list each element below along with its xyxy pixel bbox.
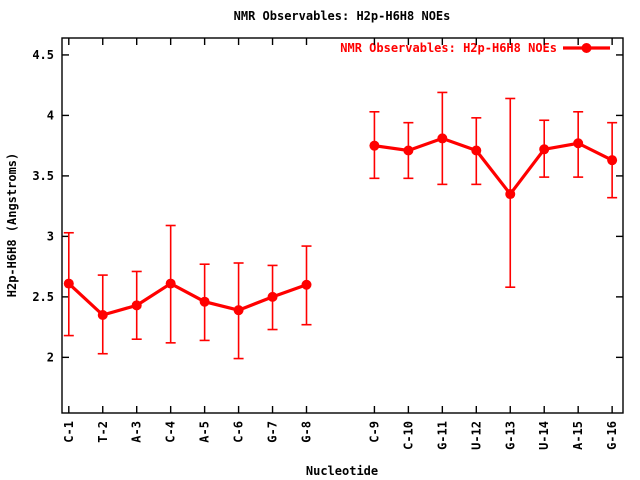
data-point — [97, 310, 108, 321]
x-tick-label: A-3 — [130, 421, 144, 443]
x-tick-label: T-2 — [96, 421, 110, 443]
series-line — [374, 136, 613, 197]
x-tick-label: C-1 — [62, 421, 76, 443]
data-point — [267, 291, 278, 302]
x-tick-label: A-15 — [571, 421, 585, 450]
x-tick-label: G-16 — [605, 421, 619, 450]
legend-label: NMR Observables: H2p-H6H8 NOEs — [340, 41, 557, 55]
plot-area: C-1 T-2 A-3 C-4 A-5 C-6 G-7 G-8 C-9 C-10 G-11 U-12 G… — [32, 37, 624, 450]
data-point — [131, 300, 142, 311]
data-point — [403, 145, 414, 156]
x-tick-label: U-14 — [537, 421, 551, 450]
data-point — [607, 155, 618, 166]
y-tick-label: 3.5 — [32, 169, 54, 183]
data-point — [539, 144, 550, 155]
chart-title: NMR Observables: H2p-H6H8 NOEs — [234, 9, 451, 23]
data-point — [199, 296, 210, 307]
x-tick-label: C-6 — [232, 421, 246, 443]
x-tick-label: G-7 — [266, 421, 280, 443]
y-tick-label: 3 — [47, 229, 54, 243]
x-tick-label: G-13 — [503, 421, 517, 450]
x-tick-label: A-5 — [198, 421, 212, 443]
y-tick-label: 4.5 — [32, 48, 54, 62]
plot-border — [61, 37, 624, 414]
x-tick-label: U-12 — [469, 421, 483, 450]
x-tick-label: G-8 — [300, 421, 314, 443]
series-line — [67, 281, 308, 317]
data-point — [471, 145, 482, 156]
y-tick-label: 2 — [47, 350, 54, 364]
legend-sample-marker — [581, 43, 592, 53]
data-point — [301, 279, 312, 290]
data-point — [437, 133, 448, 144]
x-tick-label: C-4 — [164, 421, 178, 443]
data-point — [165, 278, 176, 289]
y-tick-label: 2.5 — [32, 290, 54, 304]
x-tick-label: C-9 — [367, 421, 381, 443]
y-tick-label: 4 — [47, 108, 54, 122]
x-tick-label: G-11 — [435, 421, 449, 450]
data-point — [505, 189, 516, 200]
data-point — [63, 278, 74, 289]
y-axis-label: H2p-H6H8 (Angstroms) — [5, 153, 19, 298]
data-point — [233, 305, 244, 316]
x-tick-label: C-10 — [401, 421, 415, 450]
data-point — [369, 140, 380, 151]
x-axis-label: Nucleotide — [306, 464, 378, 478]
data-point — [573, 138, 584, 149]
